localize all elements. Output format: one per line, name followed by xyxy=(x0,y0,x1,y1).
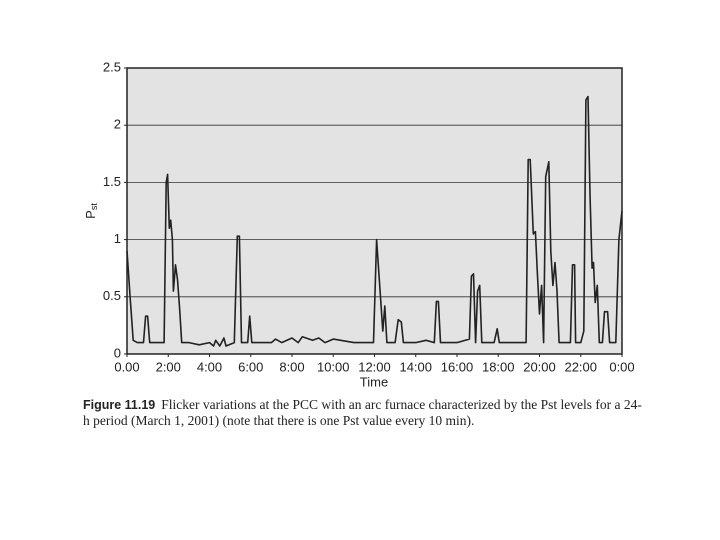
y-label-sub: st xyxy=(89,203,99,211)
caption: Figure 11.19 Flicker variations at the PC… xyxy=(83,397,643,429)
x-tick-label: 22:00 xyxy=(564,359,597,374)
y-label-main: P xyxy=(83,210,98,219)
x-tick-label: 12:00 xyxy=(358,359,391,374)
x-tick-label: 0:00 xyxy=(609,359,634,374)
y-tick-label: 1 xyxy=(114,231,121,246)
x-tick-label: 6:00 xyxy=(238,359,263,374)
x-tick-label: 14:00 xyxy=(399,359,432,374)
x-tick-label: 10:00 xyxy=(317,359,350,374)
x-tick-label: 4:00 xyxy=(197,359,222,374)
caption-text: Flicker variations at the PCC with an ar… xyxy=(83,397,642,428)
chart: Time Pst 0 0.5 1 1.5 2 2.5 0.00 2:00 4:00 6:00 8:0… xyxy=(83,59,634,389)
x-tick-label: 2:00 xyxy=(156,359,181,374)
y-tick-label: 0.5 xyxy=(103,288,121,303)
x-tick-label: 18:00 xyxy=(482,359,515,374)
y-axis-label: Pst xyxy=(83,203,99,219)
plot-frame xyxy=(126,67,623,355)
x-tick-label: 0.00 xyxy=(114,359,139,374)
y-tick-label: 2 xyxy=(114,117,121,132)
caption-label: Figure 11.19 xyxy=(83,398,156,412)
y-tick-label: 0 xyxy=(114,345,121,360)
y-tick-label: 2.5 xyxy=(103,59,121,74)
x-tick-label: 20:00 xyxy=(523,359,556,374)
y-tick-label: 1.5 xyxy=(103,174,121,189)
x-axis-label: Time xyxy=(360,374,388,389)
x-tick-label: 16:00 xyxy=(441,359,474,374)
data-line xyxy=(126,95,623,347)
x-tick-label: 8:00 xyxy=(279,359,304,374)
